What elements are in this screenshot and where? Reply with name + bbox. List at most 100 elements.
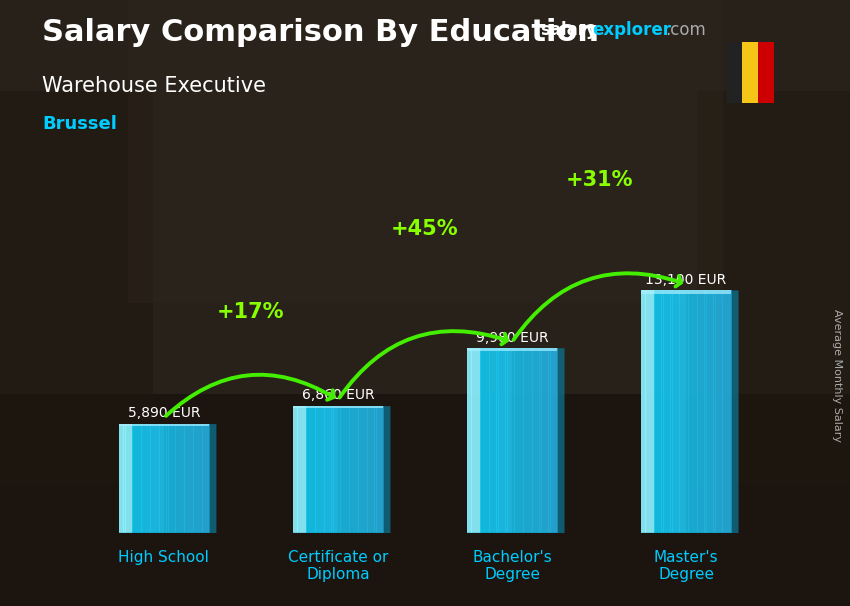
Bar (541, 348, 544, 533)
Bar (683, 290, 687, 533)
Bar (196, 424, 198, 533)
Bar (480, 348, 483, 533)
Bar (359, 406, 361, 533)
Bar (146, 424, 149, 533)
Bar (182, 424, 184, 533)
Bar (295, 406, 298, 533)
Bar (476, 348, 479, 533)
Bar (202, 424, 205, 533)
Bar (675, 290, 677, 533)
Bar (713, 290, 716, 533)
Bar (645, 290, 648, 533)
Bar (686, 290, 688, 533)
Bar (352, 406, 354, 533)
Bar (709, 290, 711, 533)
Bar (517, 348, 519, 533)
Bar (652, 290, 654, 533)
Text: +45%: +45% (391, 219, 459, 239)
Bar (173, 424, 176, 533)
Bar (356, 406, 359, 533)
Polygon shape (558, 348, 564, 533)
Bar (347, 406, 349, 533)
Bar (299, 406, 302, 533)
Bar (548, 348, 551, 533)
Bar (343, 406, 345, 533)
Bar (546, 348, 548, 533)
Text: 5,890 EUR: 5,890 EUR (128, 406, 201, 421)
Bar (0, 394, 850, 606)
Bar (668, 290, 671, 533)
Bar (126, 424, 128, 533)
Text: +17%: +17% (218, 302, 285, 322)
Bar (679, 290, 682, 533)
Bar (374, 406, 377, 533)
Bar (302, 406, 304, 533)
Bar (700, 290, 702, 533)
Bar (318, 406, 320, 533)
Bar (555, 348, 558, 533)
Polygon shape (731, 290, 739, 533)
Bar (184, 424, 187, 533)
Text: 9,980 EUR: 9,980 EUR (476, 330, 548, 344)
Bar (473, 348, 476, 533)
Bar (325, 406, 327, 533)
Bar (139, 424, 142, 533)
Bar (512, 348, 514, 533)
Bar (179, 424, 183, 533)
Bar (304, 406, 307, 533)
Bar (467, 348, 469, 533)
Bar (119, 424, 209, 426)
Bar (326, 406, 329, 533)
Bar (641, 290, 643, 533)
Bar (524, 348, 526, 533)
Bar (507, 348, 510, 533)
Bar (128, 424, 130, 533)
Bar (137, 424, 139, 533)
Bar (666, 290, 668, 533)
Bar (494, 348, 496, 533)
Bar (207, 424, 210, 533)
Bar (333, 406, 336, 533)
Bar (505, 348, 507, 533)
Bar (322, 406, 325, 533)
Bar (160, 424, 162, 533)
Bar (155, 424, 157, 533)
Text: Brussel: Brussel (42, 115, 117, 133)
Bar (0, 91, 153, 485)
Bar (654, 290, 657, 533)
Bar (162, 424, 164, 533)
Bar (657, 290, 660, 533)
Bar (345, 406, 348, 533)
Bar (484, 348, 488, 533)
Bar (491, 348, 494, 533)
Bar (510, 348, 513, 533)
Bar (313, 406, 315, 533)
Bar (727, 290, 729, 533)
Text: explorer: explorer (592, 21, 672, 39)
Bar (366, 406, 368, 533)
Bar (717, 290, 720, 533)
Bar (363, 406, 366, 533)
Bar (648, 290, 650, 533)
Bar (539, 348, 541, 533)
Bar (292, 406, 383, 408)
Bar (742, 42, 758, 103)
Bar (758, 42, 774, 103)
Text: Average Monthly Salary: Average Monthly Salary (832, 309, 842, 442)
Bar (119, 424, 122, 533)
Bar (544, 348, 547, 533)
Bar (128, 0, 722, 303)
Bar (483, 348, 485, 533)
Text: salary: salary (540, 21, 597, 39)
Bar (191, 424, 194, 533)
Bar (320, 406, 322, 533)
Bar (372, 406, 375, 533)
Bar (367, 406, 370, 533)
Bar (661, 290, 664, 533)
Bar (695, 290, 698, 533)
Bar (360, 406, 363, 533)
Bar (518, 348, 521, 533)
Bar (150, 424, 153, 533)
Bar (690, 290, 694, 533)
Bar (298, 406, 300, 533)
